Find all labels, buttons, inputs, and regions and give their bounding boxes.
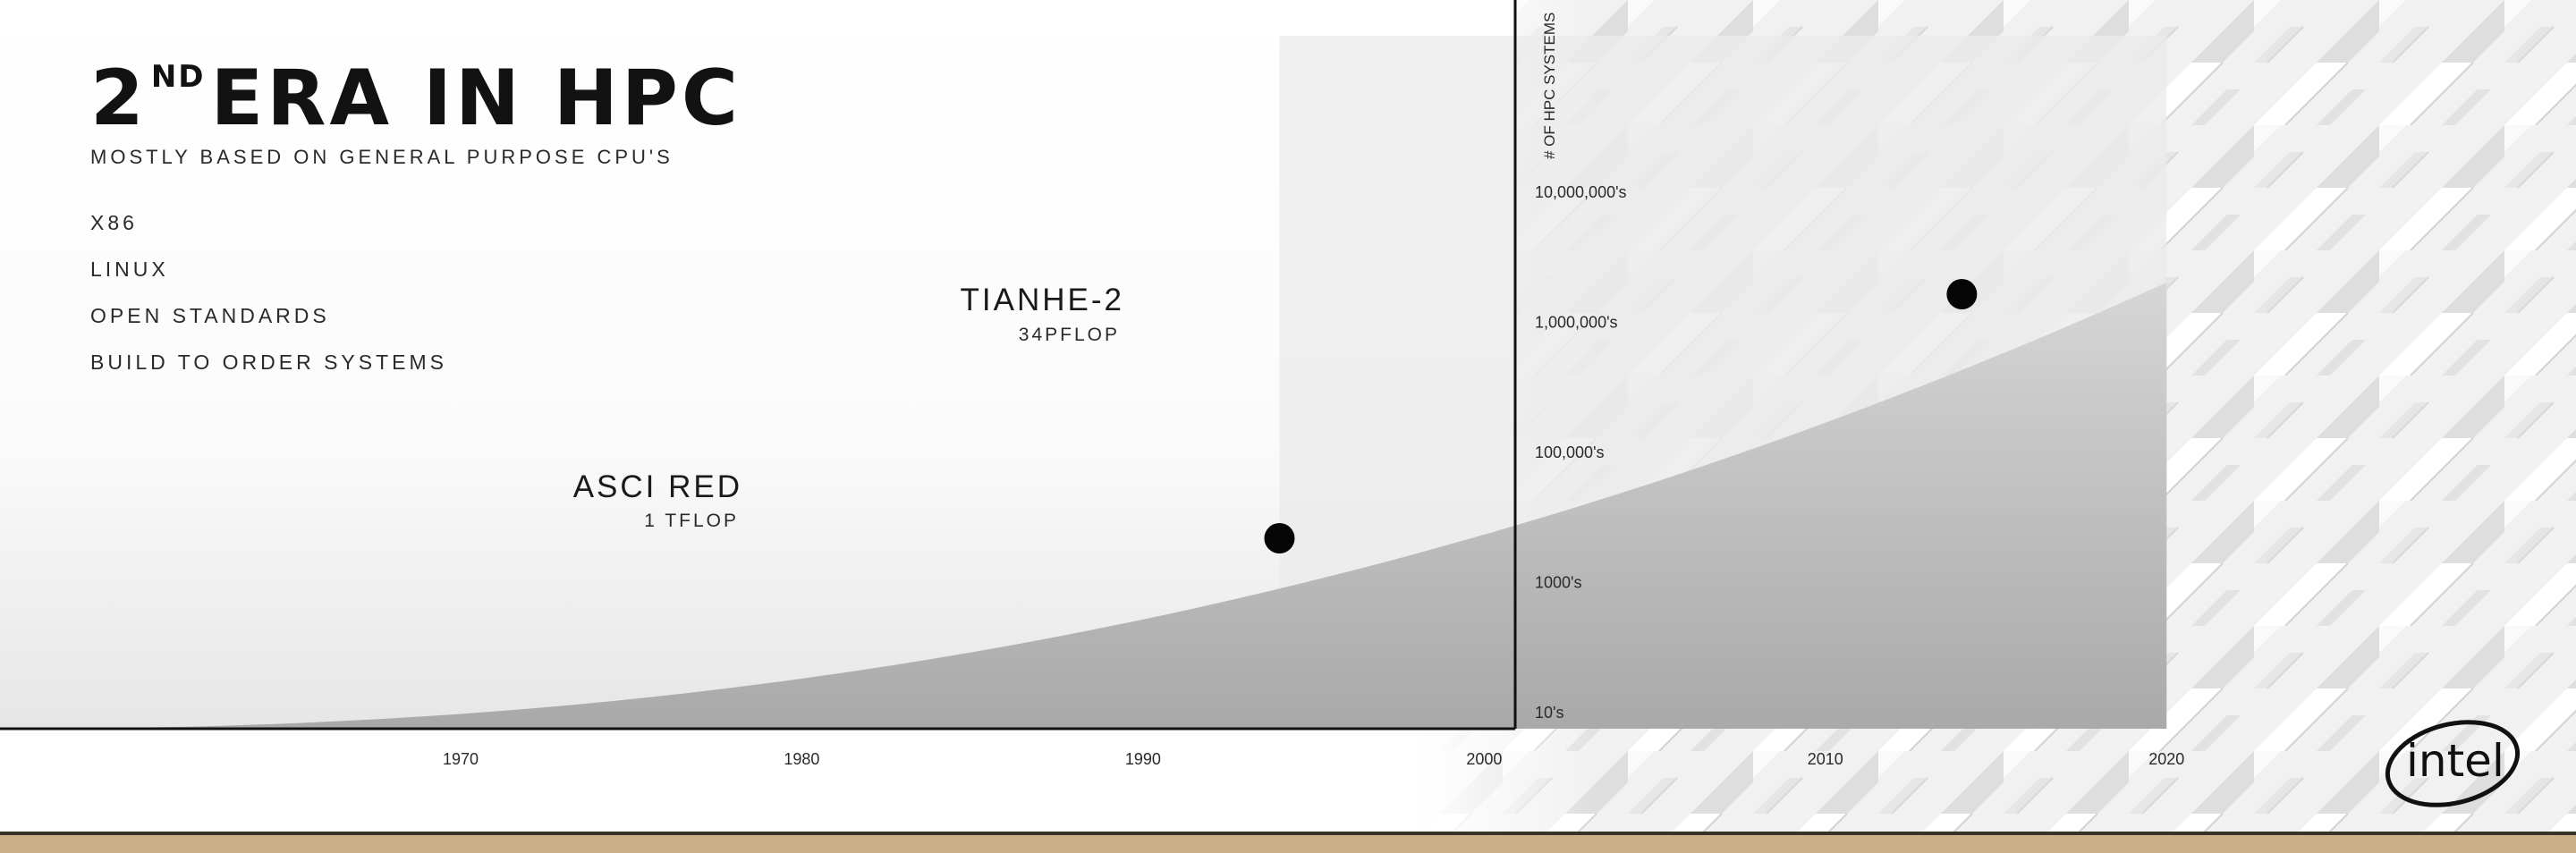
data-point-asci-red bbox=[1264, 523, 1295, 553]
title-number: 2 bbox=[90, 54, 148, 143]
bullet-x86: X86 bbox=[90, 211, 138, 234]
y-tick-label: 1,000,000's bbox=[1535, 314, 1618, 332]
intel-logo-text: intel bbox=[2406, 735, 2504, 787]
growth-curve bbox=[0, 283, 2167, 729]
y-tick-label: 10,000,000's bbox=[1535, 183, 1627, 201]
asci-red-value: 1 TFLOP bbox=[644, 511, 739, 531]
tianhe-2-value: 34PFLOP bbox=[1018, 325, 1120, 345]
title-superscript: ND bbox=[150, 59, 206, 95]
y-tick-label: 10's bbox=[1535, 704, 1563, 722]
x-tick-label: 1990 bbox=[1125, 750, 1161, 768]
bullet-linux: LINUX bbox=[90, 258, 169, 281]
page-title: 2 NDERA IN HPC bbox=[90, 54, 741, 143]
title-text: ERA IN HPC bbox=[210, 54, 742, 143]
data-point-tianhe-2 bbox=[1946, 279, 1978, 309]
intel-logo: intel bbox=[2385, 720, 2521, 807]
bullet-build-to-order: BUILD TO ORDER SYSTEMS bbox=[90, 350, 447, 374]
x-tick-label: 1980 bbox=[784, 750, 819, 768]
x-tick-label: 2000 bbox=[1466, 750, 1502, 768]
y-tick-label: 1000's bbox=[1535, 574, 1581, 592]
asci-red-label: ASCI RED bbox=[572, 469, 742, 504]
y-tick-label: 100,000's bbox=[1535, 443, 1605, 461]
tianhe-2-label: TIANHE-2 bbox=[960, 283, 1124, 317]
y-axis-title: # OF HPC SYSTEMS bbox=[1541, 13, 1558, 159]
bottom-bar-edge bbox=[0, 832, 2576, 835]
bullet-open-standards: OPEN STANDARDS bbox=[90, 304, 330, 327]
subtitle: MOSTLY BASED ON GENERAL PURPOSE CPU'S bbox=[90, 146, 674, 168]
x-tick-label: 2010 bbox=[1808, 750, 1843, 768]
x-tick-label: 1970 bbox=[443, 750, 479, 768]
x-tick-label: 2020 bbox=[2148, 750, 2184, 768]
